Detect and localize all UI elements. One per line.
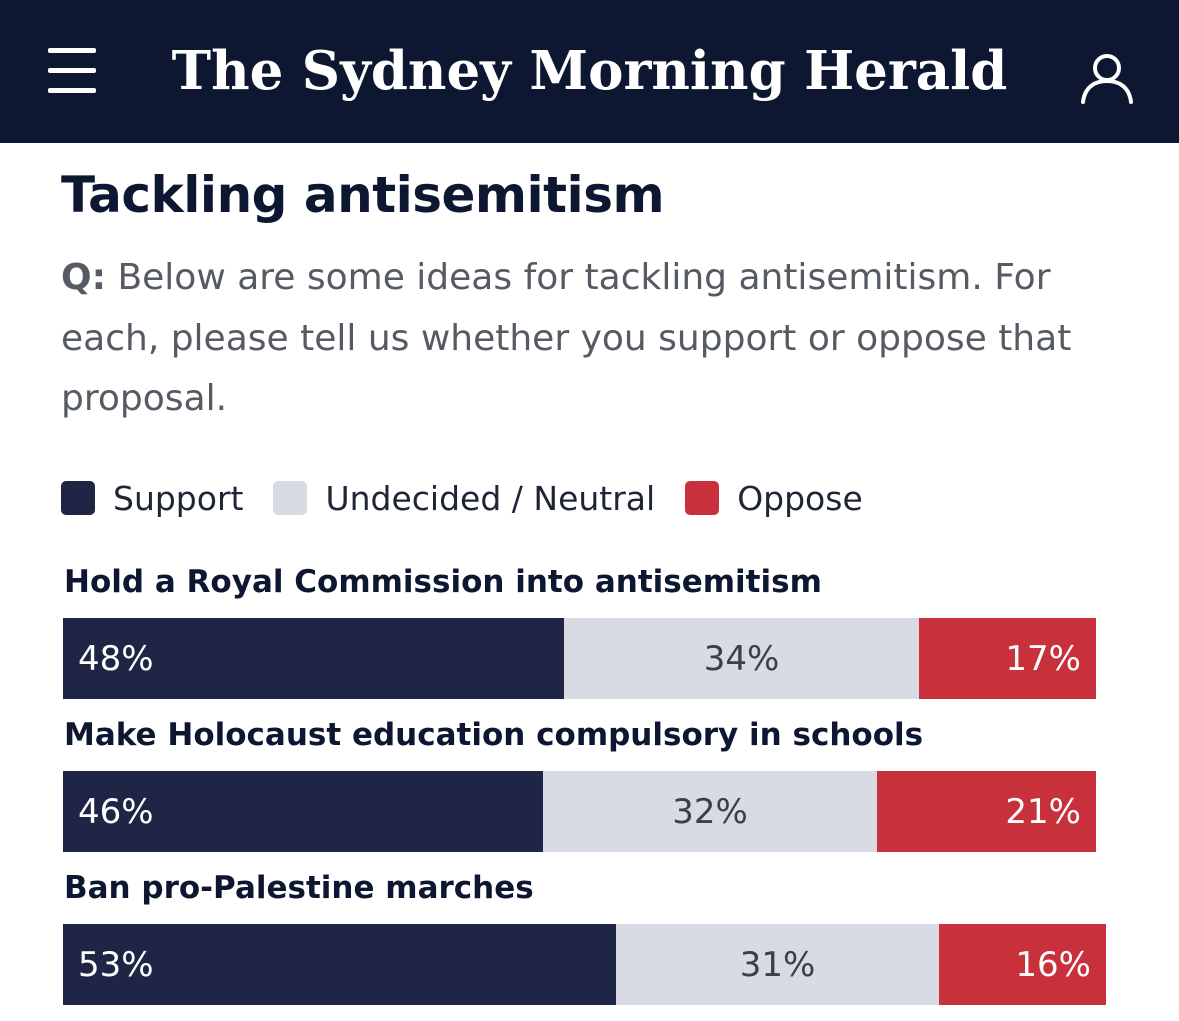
top-navigation-bar: The Sydney Morning Herald <box>0 0 1179 143</box>
legend-swatch <box>273 481 308 515</box>
question-body: Below are some ideas for tackling antise… <box>61 257 1072 419</box>
bar-segment-oppose: 16% <box>939 924 1106 1005</box>
data-label: 17% <box>1005 638 1081 679</box>
legend-label: Support <box>113 478 244 518</box>
category-label: Ban pro-Palestine marches <box>64 870 534 906</box>
data-label: 53% <box>78 944 154 985</box>
legend-item: Oppose <box>685 479 863 518</box>
bar-segment-neutral: 34% <box>564 618 919 699</box>
masthead-logo[interactable]: The Sydney Morning Herald <box>171 40 1008 102</box>
data-label: 46% <box>78 791 154 832</box>
data-label: 34% <box>703 638 780 679</box>
data-label: 32% <box>672 791 748 832</box>
bar-segment-neutral: 32% <box>543 771 877 852</box>
category-label: Make Holocaust education compulsory in s… <box>64 717 924 753</box>
hamburger-menu-icon[interactable] <box>48 48 98 98</box>
bar-segment-support: 46% <box>63 771 543 852</box>
bar-segment-support: 48% <box>63 618 564 699</box>
legend-label: Undecided / Neutral <box>325 478 656 518</box>
data-label: 48% <box>78 638 154 679</box>
legend-swatch <box>61 481 95 515</box>
chart-legend: Support Undecided / Neutral Oppose <box>61 474 893 522</box>
data-label: 16% <box>1015 944 1091 985</box>
chart-title: Tackling antisemitism <box>61 166 665 224</box>
bar-segment-support: 53% <box>63 924 616 1005</box>
legend-label: Oppose <box>737 478 863 518</box>
legend-item: Undecided / Neutral <box>273 479 655 518</box>
bar-segment-oppose: 21% <box>877 771 1096 852</box>
legend-item: Support <box>61 479 243 518</box>
question-prefix: Q: <box>61 257 106 298</box>
data-label: 31% <box>739 944 816 985</box>
legend-swatch <box>685 481 720 515</box>
user-account-icon[interactable] <box>1080 50 1134 106</box>
bar-segment-oppose: 17% <box>919 618 1096 699</box>
category-label: Hold a Royal Commission into antisemitis… <box>64 564 822 600</box>
question-text: Q: Below are some ideas for tackling ant… <box>61 248 1131 430</box>
bar-segment-neutral: 31% <box>616 924 939 1005</box>
data-label: 21% <box>1005 791 1081 832</box>
